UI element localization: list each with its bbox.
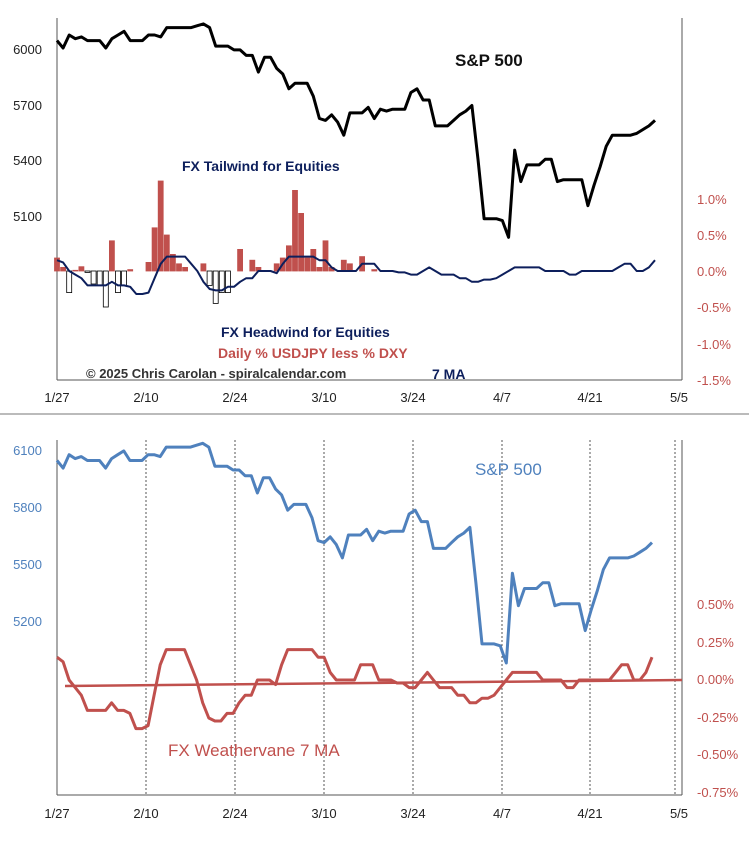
daily-bar xyxy=(292,189,298,272)
top-x-tick: 4/7 xyxy=(493,390,511,405)
bottom-left-tick: 6100 xyxy=(13,443,42,458)
daily-bar xyxy=(346,263,353,272)
bottom-x-tick: 4/7 xyxy=(493,806,511,821)
bottom-right-tick: -0.50% xyxy=(697,747,739,762)
daily-bars xyxy=(54,180,378,308)
daily-bar xyxy=(316,266,323,272)
daily-bar xyxy=(182,266,189,272)
daily-bar xyxy=(310,248,317,272)
top-left-tick: 5100 xyxy=(13,209,42,224)
bottom-left-tick: 5200 xyxy=(13,614,42,629)
daily-bar xyxy=(151,227,158,272)
daily-label: Daily % USDJPY less % DXY xyxy=(218,345,408,361)
daily-bar xyxy=(200,263,207,272)
bottom-x-tick: 5/5 xyxy=(670,806,688,821)
top-right-tick: 0.0% xyxy=(697,264,727,279)
bottom-right-tick: -0.25% xyxy=(697,710,739,725)
daily-bar xyxy=(176,263,182,272)
top-right-tick: -1.0% xyxy=(697,337,731,352)
bottom-x-tick: 2/24 xyxy=(222,806,247,821)
daily-bar xyxy=(304,257,311,272)
daily-bar xyxy=(66,270,73,294)
bottom-left-tick: 5500 xyxy=(13,557,42,572)
tailwind-label: FX Tailwind for Equities xyxy=(182,158,340,174)
bottom-spx-line xyxy=(55,441,654,665)
ma-label: 7 MA xyxy=(432,366,465,382)
daily-bar xyxy=(322,240,329,272)
daily-bar xyxy=(72,269,79,272)
bottom-x-tick: 3/10 xyxy=(311,806,336,821)
bottom-x-tick: 2/10 xyxy=(133,806,158,821)
daily-bar xyxy=(127,269,134,272)
daily-bar xyxy=(169,253,176,272)
top-left-tick: 5400 xyxy=(13,153,42,168)
copyright-label: © 2025 Chris Carolan - spiralcalendar.co… xyxy=(86,366,346,381)
fx-weathervane-line xyxy=(56,648,654,731)
daily-bar xyxy=(163,234,170,272)
daily-bar xyxy=(237,248,244,272)
bottom-chart: 6100 5800 5500 5200 0.50% 0.25% 0.00% -0… xyxy=(13,440,739,821)
top-right-tick: 0.5% xyxy=(697,228,727,243)
daily-bar xyxy=(273,263,280,272)
daily-bar xyxy=(121,270,127,286)
top-right-tick: -1.5% xyxy=(697,373,731,388)
top-x-tick: 1/27 xyxy=(44,390,69,405)
daily-bar xyxy=(224,270,231,294)
bottom-x-tick: 3/24 xyxy=(400,806,425,821)
bottom-right-tick: 0.25% xyxy=(697,635,734,650)
daily-bar xyxy=(157,180,164,272)
daily-bar xyxy=(84,270,91,273)
daily-bar xyxy=(212,270,219,304)
daily-bar xyxy=(115,270,121,294)
top-right-tick: 1.0% xyxy=(697,192,727,207)
top-spx-line xyxy=(55,22,657,239)
daily-bar xyxy=(145,261,152,272)
bottom-right-tick: 0.00% xyxy=(697,672,734,687)
daily-bar xyxy=(102,270,109,308)
bottom-x-tick: 1/27 xyxy=(44,806,69,821)
daily-bar xyxy=(60,266,66,272)
daily-bar xyxy=(54,257,60,272)
daily-bar xyxy=(109,240,115,272)
daily-bar xyxy=(249,259,256,272)
daily-bar xyxy=(340,259,347,272)
bottom-left-tick: 5800 xyxy=(13,500,42,515)
daily-bar xyxy=(78,266,85,272)
daily-bar xyxy=(90,270,97,285)
daily-bar xyxy=(371,269,378,272)
fx-weathervane-label: FX Weathervane 7 MA xyxy=(168,741,340,760)
top-left-tick: 6000 xyxy=(13,42,42,57)
daily-bar xyxy=(96,270,103,286)
top-spx-label: S&P 500 xyxy=(455,51,523,70)
top-x-tick: 2/24 xyxy=(222,390,247,405)
daily-bar xyxy=(218,270,225,294)
top-ma-line xyxy=(56,255,656,295)
bottom-spx-label: S&P 500 xyxy=(475,460,542,479)
top-x-tick: 4/21 xyxy=(577,390,602,405)
top-x-tick: 2/10 xyxy=(133,390,158,405)
bottom-x-tick: 4/21 xyxy=(577,806,602,821)
top-x-tick: 5/5 xyxy=(670,390,688,405)
top-chart: 6000 5700 5400 5100 1.0% 0.5% 0.0% -0.5%… xyxy=(13,18,731,405)
bottom-right-tick: -0.75% xyxy=(697,785,739,800)
daily-bar xyxy=(206,270,213,286)
headwind-label: FX Headwind for Equities xyxy=(221,324,390,340)
bottom-right-tick: 0.50% xyxy=(697,597,734,612)
top-x-tick: 3/10 xyxy=(311,390,336,405)
top-right-tick: -0.5% xyxy=(697,300,731,315)
top-x-tick: 3/24 xyxy=(400,390,425,405)
top-left-tick: 5700 xyxy=(13,98,42,113)
daily-bar xyxy=(298,212,305,272)
